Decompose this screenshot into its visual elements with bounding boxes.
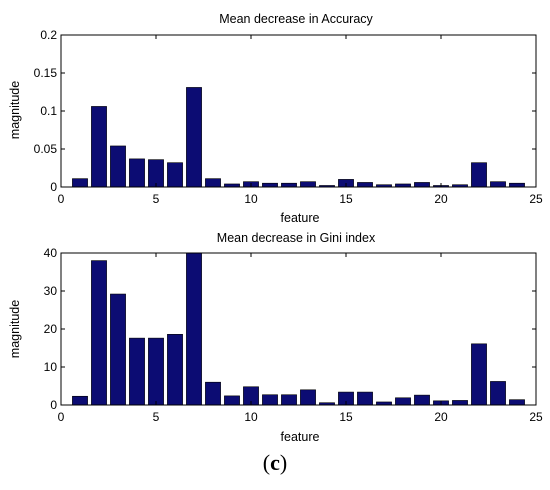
y-tick-label: 0.2 (40, 28, 57, 42)
plot-area: 0 5 10 15 20 25 0 10 20 30 40 (44, 246, 543, 424)
y-tick-label: 0.1 (40, 104, 57, 118)
bar-21 (452, 400, 468, 406)
bar-13 (300, 181, 316, 188)
bar-11 (262, 182, 278, 188)
bar-1 (72, 178, 88, 188)
y-tick-label: 30 (44, 284, 58, 298)
x-tick-label: 15 (339, 192, 353, 206)
bar-16 (357, 182, 373, 188)
caption-close: ) (279, 450, 288, 475)
bar-16 (357, 391, 373, 406)
x-tick-label: 15 (339, 410, 353, 424)
x-tick-label: 25 (529, 410, 543, 424)
bar-12 (281, 394, 297, 406)
x-tick-label: 20 (434, 192, 448, 206)
bar-19 (414, 182, 430, 188)
y-tick-label: 10 (44, 360, 58, 374)
bar-11 (262, 394, 278, 406)
bar-24 (509, 399, 525, 406)
chart-accuracy: Mean decrease in Accuracy magnitude feat… (8, 12, 543, 225)
bar-23 (490, 381, 506, 406)
bar-24 (509, 182, 525, 188)
x-axis-label: feature (281, 211, 320, 225)
y-axis-label: magnitude (8, 81, 22, 139)
y-tick-label: 40 (44, 246, 58, 260)
y-tick-label: 0 (50, 180, 57, 194)
bar-7 (186, 87, 202, 188)
plot-area: 0 5 10 15 20 25 0 0.05 0.1 0.15 0.2 (34, 28, 543, 206)
bar-6 (167, 162, 183, 188)
x-axis-label: feature (281, 430, 320, 444)
bar-2 (91, 260, 107, 406)
x-tick-label: 10 (244, 410, 258, 424)
bar-5 (148, 337, 164, 406)
caption-letter: c (270, 450, 280, 475)
bar-3 (110, 293, 126, 406)
chart-title: Mean decrease in Gini index (217, 231, 376, 245)
bar-22 (471, 162, 487, 188)
x-tick-label: 0 (58, 410, 65, 424)
bar-4 (129, 337, 145, 406)
x-tick-label: 10 (244, 192, 258, 206)
x-tick-label: 5 (153, 410, 160, 424)
bar-22 (471, 343, 487, 406)
x-tick-label: 25 (529, 192, 543, 206)
bar-13 (300, 389, 316, 406)
bar-8 (205, 381, 221, 406)
bar-3 (110, 145, 126, 188)
chart-gini: Mean decrease in Gini index magnitude fe… (8, 231, 543, 444)
y-tick-label: 0.15 (34, 66, 58, 80)
x-tick-label: 20 (434, 410, 448, 424)
figure: Mean decrease in Accuracy magnitude feat… (8, 12, 543, 444)
figure-caption: (c) (0, 450, 550, 476)
bar-8 (205, 178, 221, 188)
bar-4 (129, 158, 145, 188)
bar-18 (395, 397, 411, 406)
y-tick-label: 0 (50, 398, 57, 412)
bar-12 (281, 182, 297, 188)
caption-open: ( (262, 450, 271, 475)
chart-title: Mean decrease in Accuracy (219, 12, 373, 26)
bar-7 (186, 252, 202, 406)
y-tick-label: 0.05 (34, 142, 58, 156)
bar-1 (72, 395, 88, 406)
bar-9 (224, 395, 240, 406)
bar-23 (490, 181, 506, 188)
y-axis-label: magnitude (8, 300, 22, 358)
x-tick-label: 0 (58, 192, 65, 206)
y-tick-label: 20 (44, 322, 58, 336)
bar-2 (91, 106, 107, 188)
bar-5 (148, 159, 164, 188)
x-tick-label: 5 (153, 192, 160, 206)
bar-19 (414, 394, 430, 406)
bar-6 (167, 334, 183, 406)
